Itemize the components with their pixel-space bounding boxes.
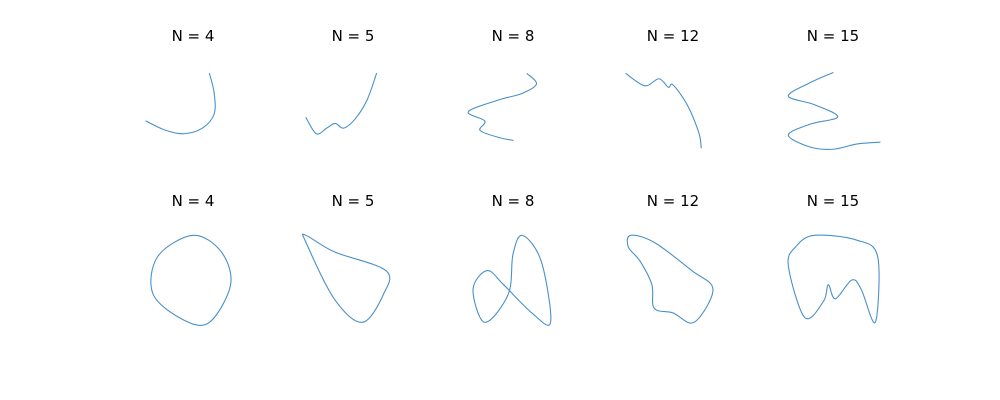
panel-title: N = 5 [332, 27, 375, 45]
panel-open-1: N = 4 [145, 27, 216, 135]
panel-title: N = 12 [647, 27, 699, 45]
panel-grid: N = 4 N = 5 N = 8 N = 12 N = 15 N = 4 N = 5 N =… [145, 27, 881, 326]
curve-series-line [301, 233, 391, 323]
curve-series-line [467, 73, 538, 141]
curve-series-line [145, 73, 216, 135]
panel-title: N = 12 [647, 192, 699, 210]
panel-closed-4: N = 12 [626, 192, 714, 324]
panel-open-4: N = 12 [625, 27, 702, 149]
panel-open-5: N = 15 [787, 27, 881, 150]
panel-closed-2: N = 5 [301, 192, 391, 323]
panel-title: N = 8 [492, 192, 535, 210]
panel-title: N = 4 [172, 27, 215, 45]
curve-series-line [787, 234, 880, 324]
curve-series-line [787, 72, 881, 150]
curve-series-line [625, 73, 702, 149]
curve-series-line [150, 234, 232, 326]
curve-series-line [305, 73, 378, 135]
curve-series-line [626, 234, 714, 324]
panel-title: N = 5 [332, 192, 375, 210]
panel-title: N = 15 [807, 27, 859, 45]
panel-closed-1: N = 4 [150, 192, 232, 326]
panel-title: N = 8 [492, 27, 535, 45]
panel-closed-5: N = 15 [787, 192, 880, 324]
panel-open-2: N = 5 [305, 27, 378, 135]
panel-title: N = 4 [172, 192, 215, 210]
curve-series-line [472, 234, 552, 326]
panel-closed-3: N = 8 [472, 192, 552, 326]
panel-title: N = 15 [807, 192, 859, 210]
panel-open-3: N = 8 [467, 27, 538, 141]
